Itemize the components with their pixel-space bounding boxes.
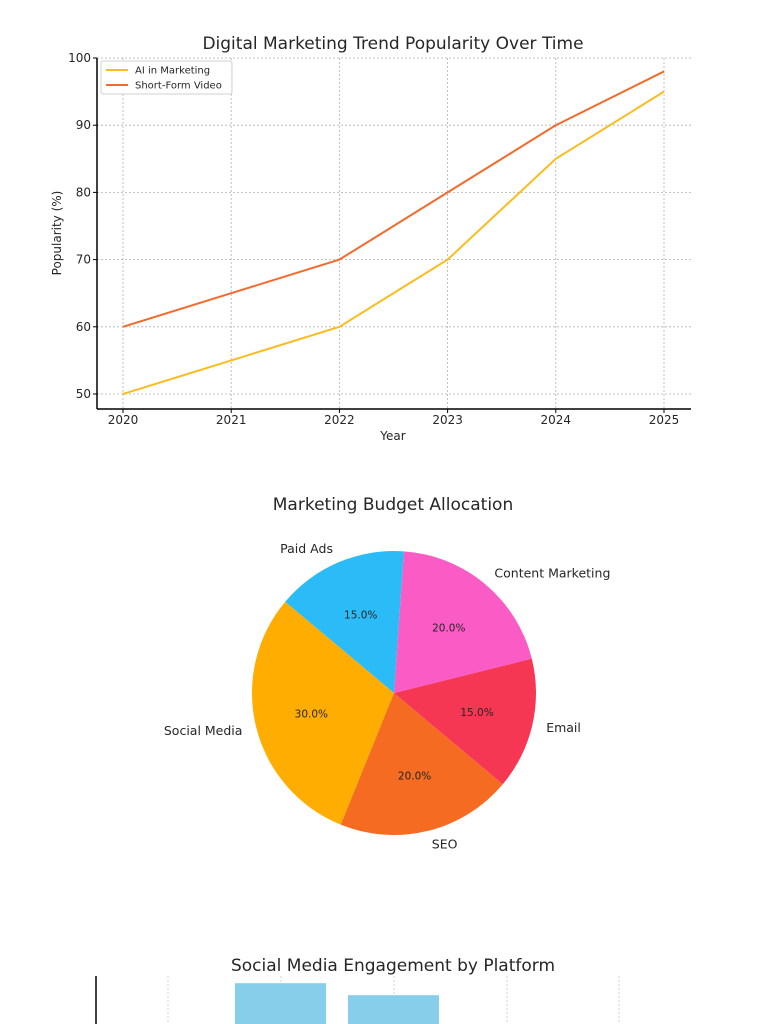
line-chart: Digital Marketing Trend Popularity Over … (50, 34, 691, 443)
bar-chart-panel: Social Media Engagement by Platform (0, 890, 768, 1024)
bar-chart: Social Media Engagement by Platform (95, 956, 620, 1024)
pie-slice-paid-ads (285, 551, 404, 693)
series-line-short-form-video (122, 70, 665, 328)
pie-chart: Marketing Budget Allocation 30.0% Social … (164, 495, 611, 852)
y-tick-label: 70 (76, 253, 91, 267)
bar-chart-title: Social Media Engagement by Platform (231, 956, 555, 976)
y-tick-label: 60 (76, 320, 91, 334)
pie-pct-label: 15.0% (344, 610, 377, 622)
pie-slice-label: Social Media (164, 723, 243, 738)
line-chart-title: Digital Marketing Trend Popularity Over … (202, 34, 583, 54)
line-chart-series (122, 70, 665, 395)
bar-chart-bars (235, 983, 439, 1024)
pie-pct-label: 20.0% (398, 771, 431, 783)
pie-slice-seo (340, 693, 503, 835)
pie-slice-social-media (252, 601, 394, 825)
pie-slice-email (394, 658, 536, 785)
pie-chart-labels: 30.0% Social Media 20.0% SEO 15.0% Email 20.0%… (164, 541, 611, 851)
pie-slice-label: SEO (432, 837, 458, 852)
x-tick-label: 2020 (108, 413, 139, 427)
pie-chart-title: Marketing Budget Allocation (273, 495, 513, 515)
bar (235, 983, 326, 1024)
bar (348, 995, 439, 1024)
legend-label: AI in Marketing (135, 66, 210, 77)
pie-chart-panel: Marketing Budget Allocation 30.0% Social … (0, 460, 768, 890)
pie-slice-content-marketing (394, 551, 532, 693)
line-chart-axes (96, 58, 691, 410)
pie-pct-label: 20.0% (432, 623, 465, 635)
line-chart-x-axis-label: Year (379, 429, 405, 443)
y-tick-label: 50 (76, 387, 91, 401)
pie-slice-label: Email (546, 720, 581, 735)
pie-chart-slices (252, 551, 536, 835)
pie-slice-label: Content Marketing (494, 565, 610, 580)
x-tick-label: 2022 (324, 413, 355, 427)
line-chart-grid (97, 57, 691, 409)
x-tick-label: 2024 (541, 413, 572, 427)
y-tick-label: 80 (76, 185, 91, 199)
pie-slice-label: Paid Ads (280, 541, 333, 556)
legend-box (100, 60, 233, 95)
x-tick-label: 2021 (216, 413, 247, 427)
series-line-ai-in-marketing (122, 90, 665, 395)
x-tick-label: 2025 (649, 413, 680, 427)
line-chart-y-axis-label: Popularity (%) (50, 191, 64, 276)
line-chart-legend: AI in Marketing Short-Form Video (100, 60, 233, 95)
y-tick-label: 100 (68, 51, 91, 65)
line-chart-y-ticks: 50 60 70 80 90 100 (68, 51, 97, 401)
pie-pct-label: 30.0% (295, 709, 328, 721)
line-chart-panel: Digital Marketing Trend Popularity Over … (0, 0, 768, 460)
pie-pct-label: 15.0% (460, 707, 493, 719)
legend-label: Short-Form Video (135, 81, 222, 92)
x-tick-label: 2023 (432, 413, 463, 427)
line-chart-x-ticks: 2020 2021 2022 2023 2024 2025 (108, 409, 680, 427)
y-tick-label: 90 (76, 118, 91, 132)
